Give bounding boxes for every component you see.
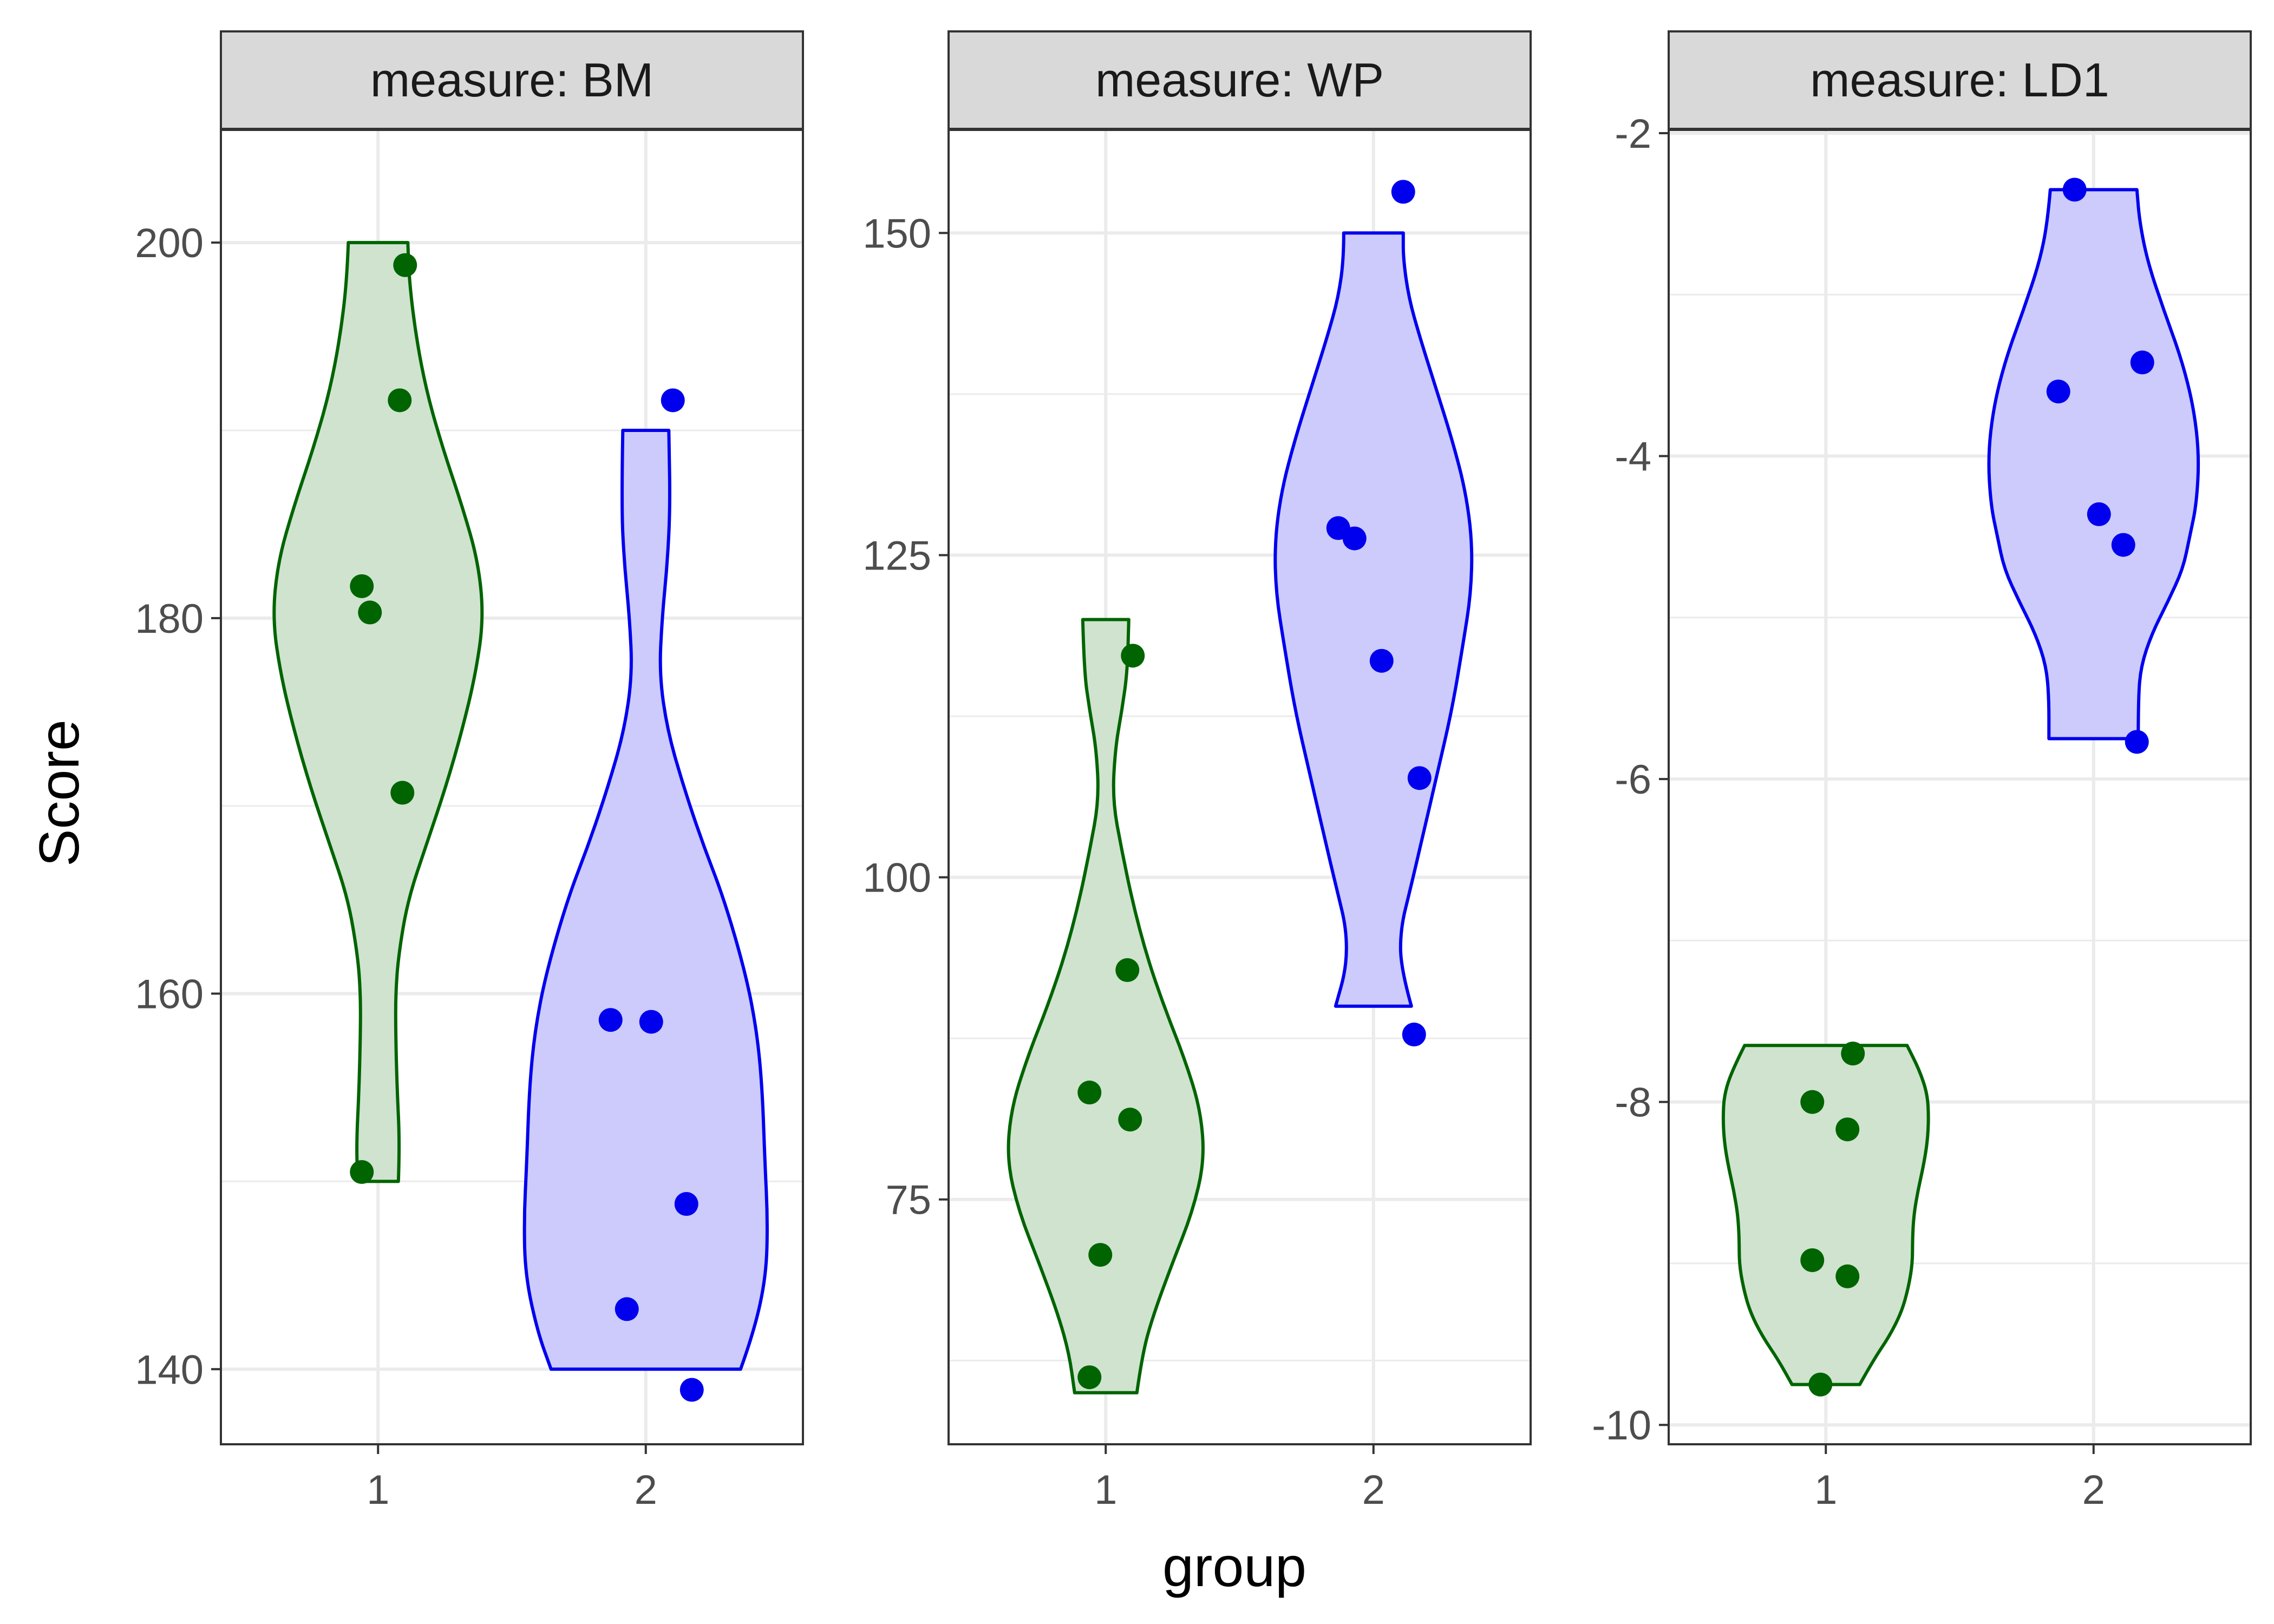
data-point-group-2 — [615, 1297, 639, 1321]
y-tick-label: -6 — [1615, 757, 1651, 803]
data-point-group-1 — [1077, 1081, 1102, 1105]
data-point-group-1 — [1835, 1264, 1860, 1288]
x-tick-label: 2 — [635, 1467, 657, 1513]
y-tick-label: 180 — [135, 596, 204, 642]
y-tick-label: 140 — [135, 1347, 204, 1393]
data-point-group-2 — [2062, 178, 2087, 202]
data-point-group-2 — [679, 1378, 704, 1402]
facet-strip-label: measure: LD1 — [1810, 53, 2109, 107]
data-point-group-1 — [390, 781, 415, 805]
data-point-group-1 — [388, 388, 412, 412]
data-point-group-2 — [661, 388, 685, 412]
y-tick-label: 100 — [862, 855, 931, 901]
violin-group-2 — [1273, 231, 1474, 1008]
data-point-group-2 — [1407, 766, 1432, 790]
data-point-group-1 — [1118, 1108, 1142, 1132]
y-tick-label: -10 — [1592, 1403, 1651, 1449]
facet-strip — [220, 30, 804, 130]
data-point-group-2 — [2125, 730, 2149, 754]
data-point-group-2 — [639, 1010, 663, 1034]
data-point-group-2 — [2111, 533, 2135, 557]
facet-panels: measure: BM 140 160 180 200 1 2 measure: WP 75 10… — [135, 30, 2252, 1513]
x-tick-label: 1 — [1814, 1467, 1837, 1513]
data-point-group-2 — [674, 1192, 698, 1216]
data-point-group-2 — [1369, 649, 1394, 673]
data-point-group-1 — [1115, 958, 1140, 983]
data-point-group-2 — [1402, 1023, 1426, 1047]
data-point-group-2 — [2046, 379, 2070, 404]
y-tick-label: -8 — [1615, 1080, 1651, 1126]
y-tick-label: -2 — [1615, 111, 1651, 157]
facet-strip-label: measure: BM — [370, 53, 654, 107]
x-tick-label: 1 — [1094, 1467, 1117, 1513]
data-point-group-1 — [1800, 1090, 1825, 1114]
data-point-group-2 — [1391, 180, 1415, 204]
facet-panel: measure: WP 75 100 125 150 1 2 — [862, 30, 1532, 1513]
y-tick-label: 75 — [885, 1177, 931, 1223]
facet-panel: measure: LD1 -10 -8 -6 -4 -2 1 2 — [1592, 30, 2252, 1513]
violin-group-1 — [272, 241, 484, 1183]
data-point-group-2 — [1342, 526, 1367, 551]
data-point-group-1 — [1835, 1117, 1860, 1142]
y-tick-label: 160 — [135, 972, 204, 1018]
y-tick-label: 200 — [135, 220, 204, 266]
y-tick-label: 125 — [862, 533, 931, 579]
data-point-group-1 — [1088, 1243, 1113, 1267]
data-point-group-1 — [1808, 1372, 1833, 1397]
data-point-group-1 — [1800, 1248, 1825, 1272]
data-point-group-1 — [1121, 644, 1145, 668]
x-tick-label: 1 — [367, 1467, 389, 1513]
data-point-group-1 — [1077, 1365, 1102, 1390]
violin-group-1 — [1007, 618, 1205, 1394]
data-point-group-2 — [2087, 502, 2111, 526]
data-point-group-1 — [1841, 1042, 1865, 1066]
data-point-group-1 — [358, 600, 382, 625]
facet-strip — [948, 30, 1532, 130]
data-point-group-2 — [2130, 350, 2154, 375]
violin-group-2 — [522, 429, 769, 1371]
data-point-group-2 — [598, 1008, 623, 1032]
data-point-group-1 — [393, 253, 417, 277]
y-tick-label: -4 — [1615, 434, 1651, 480]
data-point-group-1 — [350, 574, 374, 598]
y-tick-label: 150 — [862, 211, 931, 257]
facet-panel: measure: BM 140 160 180 200 1 2 — [135, 30, 804, 1513]
y-axis-title: Score — [28, 719, 91, 867]
x-axis-title: group — [1162, 1536, 1306, 1599]
facet-strip-label: measure: WP — [1095, 53, 1384, 107]
data-point-group-1 — [350, 1160, 374, 1184]
x-tick-label: 2 — [2082, 1467, 2105, 1513]
violin-group-2 — [1987, 188, 2200, 741]
facet-strip — [1668, 30, 2252, 130]
violin-group-1 — [1721, 1044, 1930, 1386]
x-tick-label: 2 — [1362, 1467, 1385, 1513]
